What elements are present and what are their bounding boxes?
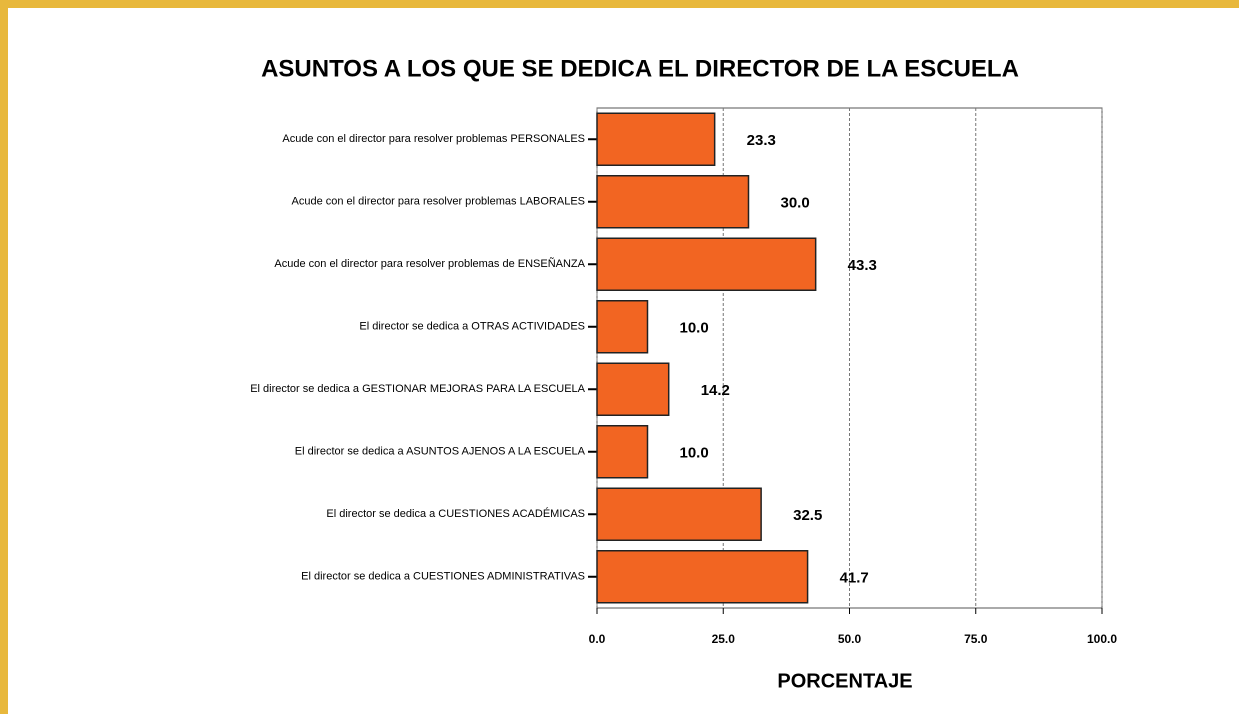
y-tick-label: El director se dedica a CUESTIONES ADMIN… [301, 571, 585, 583]
x-tick-label: 0.0 [589, 632, 606, 646]
data-label: 10.0 [680, 320, 709, 337]
y-tick-label: El director se dedica a OTRAS ACTIVIDADE… [359, 321, 585, 333]
bar [596, 112, 716, 166]
top-border [0, 0, 1239, 8]
y-tick-label: El director se dedica a GESTIONAR MEJORA… [250, 383, 585, 395]
left-border [0, 0, 8, 714]
data-label: 32.5 [793, 507, 822, 524]
data-label: 23.3 [747, 132, 776, 149]
x-tick-label: 25.0 [712, 632, 736, 646]
data-label: 43.3 [848, 257, 877, 274]
bar [596, 175, 750, 229]
x-tick-label: 75.0 [964, 632, 988, 646]
x-axis-label: PORCENTAJE [777, 670, 912, 692]
data-label: 14.2 [701, 382, 730, 399]
bar [596, 237, 817, 291]
bar [596, 425, 649, 479]
bar [596, 487, 762, 541]
data-label: 41.7 [840, 570, 869, 587]
y-tick-label: El director se dedica a ASUNTOS AJENOS A… [295, 446, 586, 458]
x-tick-label: 100.0 [1087, 632, 1117, 646]
y-tick-label: Acude con el director para resolver prob… [292, 196, 585, 208]
chart-title: ASUNTOS A LOS QUE SE DEDICA EL DIRECTOR … [261, 55, 1019, 82]
bar [596, 300, 649, 354]
bar [596, 362, 670, 416]
y-tick-label: El director se dedica a CUESTIONES ACADÉ… [326, 507, 585, 520]
x-tick-label: 50.0 [838, 632, 862, 646]
data-label: 10.0 [680, 445, 709, 462]
bar [596, 550, 809, 604]
y-tick-label: Acude con el director para resolver prob… [274, 257, 585, 270]
data-label: 30.0 [781, 195, 810, 212]
y-tick-label: Acude con el director para resolver prob… [282, 133, 585, 145]
